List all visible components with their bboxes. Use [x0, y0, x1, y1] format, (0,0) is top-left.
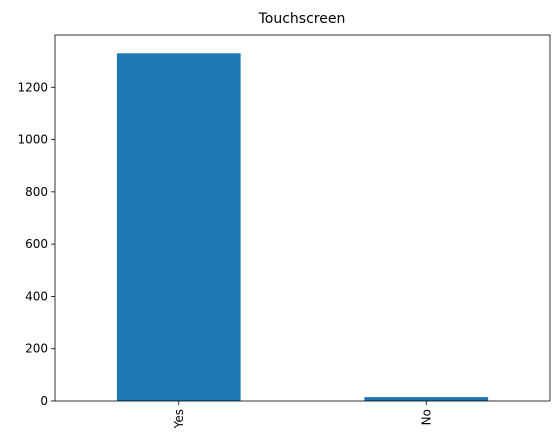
y-tick-label: 400	[25, 289, 48, 303]
chart-title: Touchscreen	[258, 11, 346, 27]
y-axis: 0 200 400 600 800 1000 1200	[17, 80, 55, 408]
x-tick-label: Yes	[172, 409, 186, 429]
y-tick-label: 800	[25, 185, 48, 199]
y-tick-label: 0	[40, 394, 48, 408]
bar-no	[364, 397, 488, 401]
y-tick-label: 200	[25, 342, 48, 356]
bars-group	[117, 53, 488, 401]
bar-yes	[117, 53, 241, 401]
y-tick-label: 1000	[17, 133, 48, 147]
y-tick-label: 1200	[17, 80, 48, 94]
x-axis: Yes No	[172, 401, 434, 429]
y-tick-label: 600	[25, 237, 48, 251]
x-tick-label: No	[419, 409, 433, 425]
